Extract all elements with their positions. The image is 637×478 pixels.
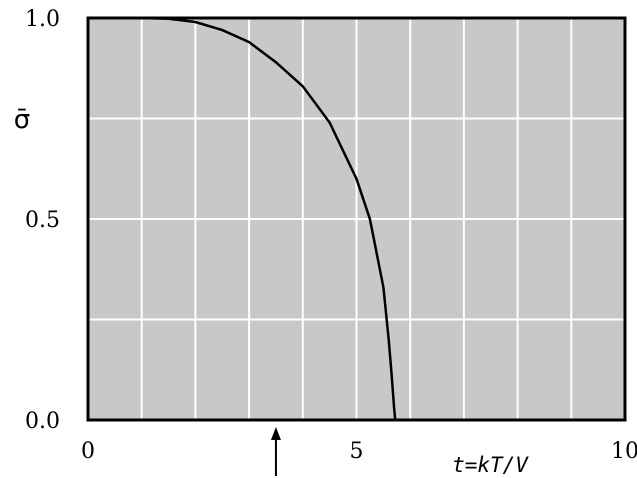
x-axis-label: t=kT/V	[452, 453, 529, 477]
y-tick-label: 0.5	[25, 208, 60, 233]
y-tick-label: 0.0	[25, 409, 60, 434]
y-axis-label: σ̄	[14, 105, 30, 135]
x-tick-label: 10	[611, 439, 637, 464]
grid	[88, 18, 625, 420]
x-tick-label: 0	[81, 439, 95, 464]
y-tick-label: 1.0	[25, 7, 60, 32]
x-tick-label: 5	[350, 439, 364, 464]
plot-frame	[86, 16, 627, 422]
annotation-arrow	[270, 427, 281, 476]
